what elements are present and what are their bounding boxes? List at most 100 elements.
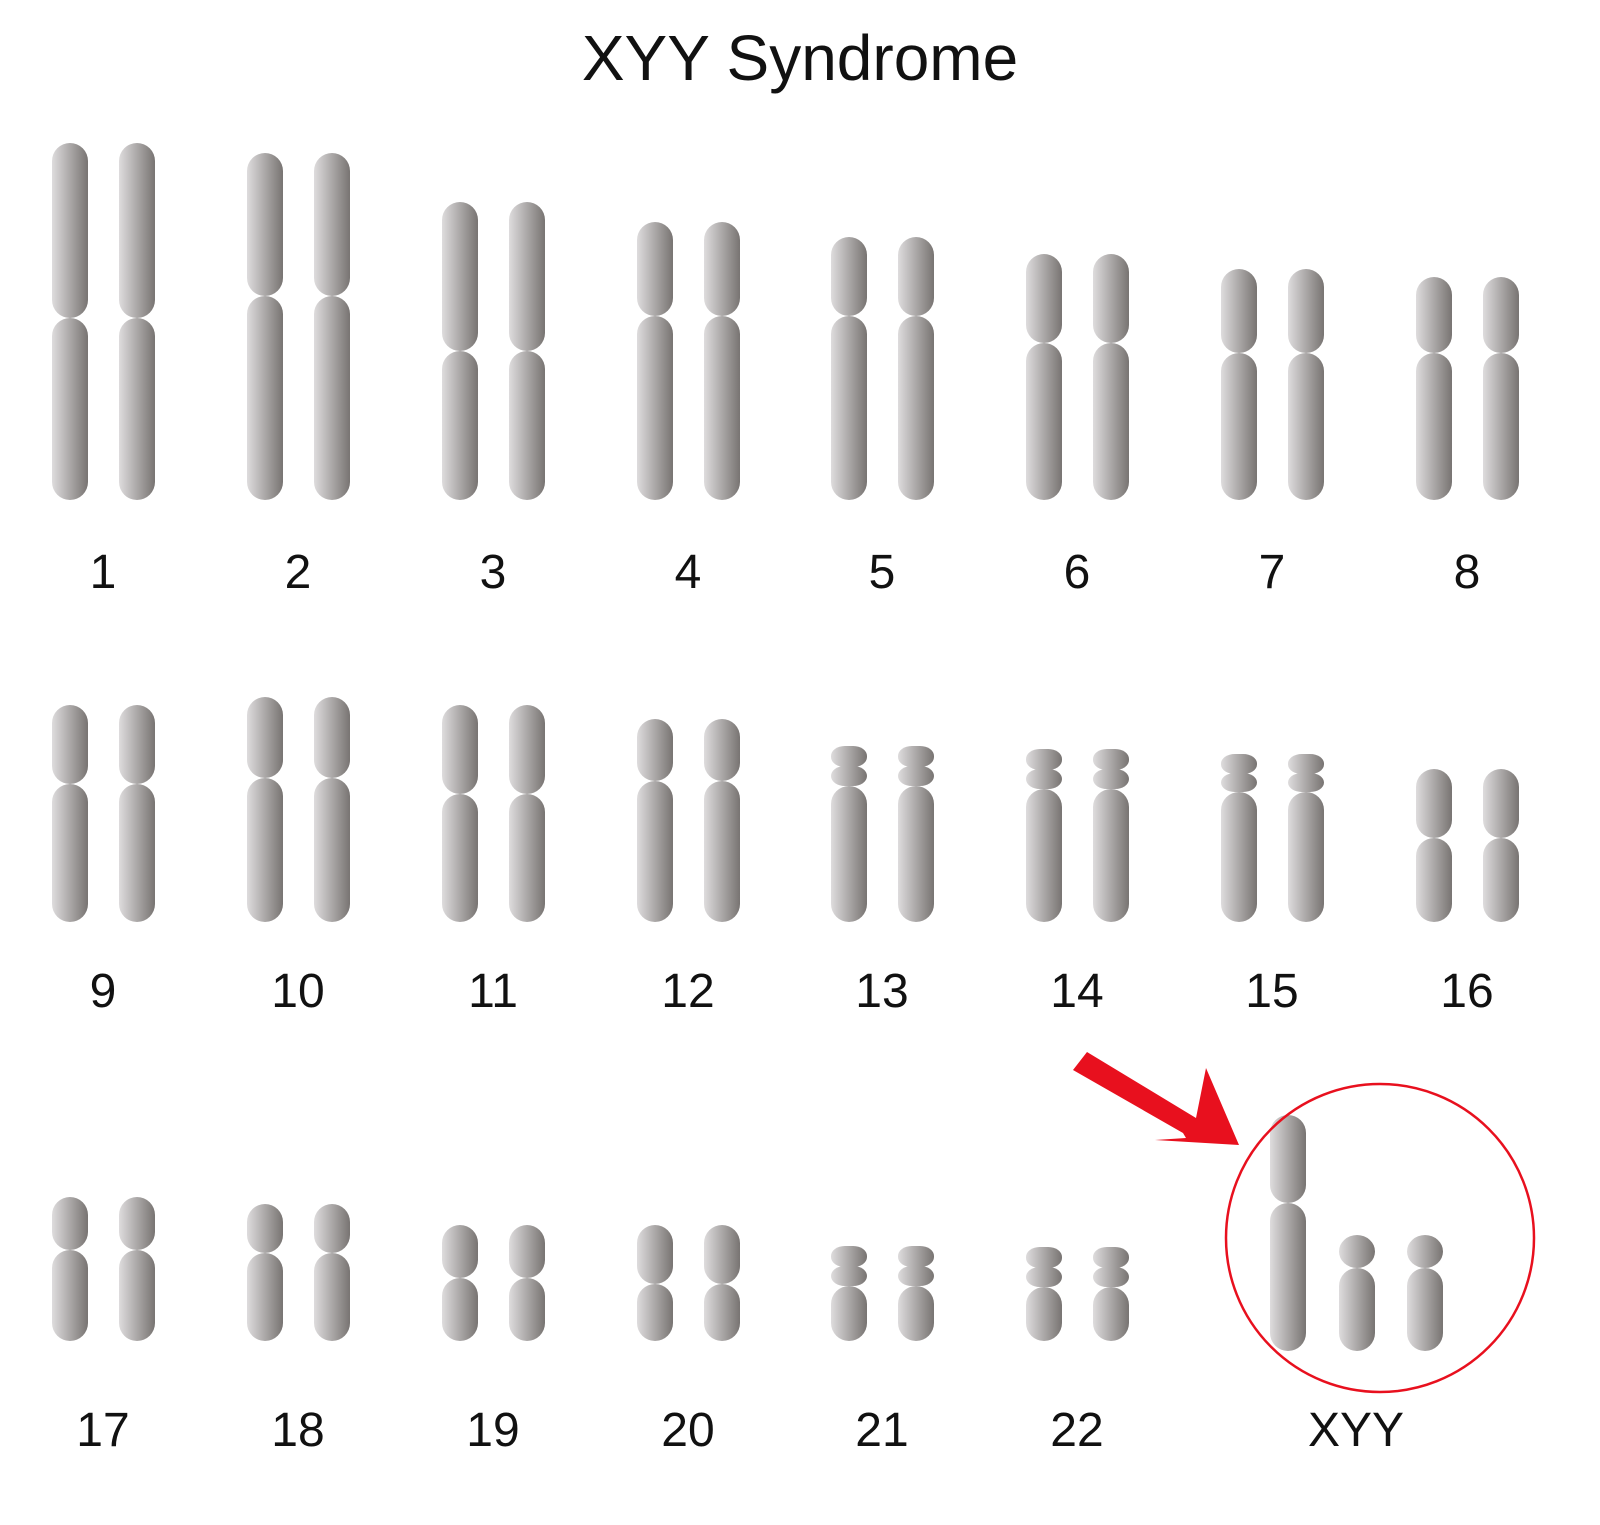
chromosome-pair-4	[637, 222, 740, 500]
chromosome-label: 18	[271, 1404, 324, 1457]
chromosome-pair-9	[52, 705, 155, 922]
chromosome-pair-17	[52, 1197, 155, 1341]
q-arm	[1026, 789, 1062, 922]
chromosome-label: 14	[1050, 965, 1103, 1018]
p-arm	[442, 202, 478, 351]
p-arm	[314, 697, 350, 778]
chromosome	[1416, 277, 1452, 500]
p-arm	[1270, 1115, 1306, 1203]
chromosome-pair-10	[247, 697, 350, 922]
chromosome-label: 22	[1050, 1404, 1103, 1457]
satellite	[831, 746, 867, 767]
chromosome	[1221, 269, 1257, 500]
chromosome-label: 3	[480, 546, 507, 599]
y-chromosome	[1339, 1235, 1375, 1351]
q-arm	[1339, 1268, 1375, 1351]
p-arm	[637, 719, 673, 781]
p-arm	[1339, 1235, 1375, 1268]
q-arm	[119, 1250, 155, 1341]
chromosome-pair-14	[1026, 749, 1129, 922]
p-arm	[509, 202, 545, 351]
q-arm	[52, 318, 88, 500]
p-arm	[1407, 1235, 1443, 1268]
chromosome	[442, 1225, 478, 1341]
chromosome	[52, 705, 88, 922]
satellite	[898, 1246, 934, 1267]
q-arm	[1416, 838, 1452, 922]
chromosome	[1416, 769, 1452, 922]
p-arm	[1483, 769, 1519, 838]
chromosome-label: 7	[1259, 546, 1286, 599]
p-arm	[1483, 277, 1519, 353]
p-arm	[52, 705, 88, 784]
p-arm	[1093, 254, 1129, 343]
satellite	[1026, 769, 1062, 789]
highlight-circle	[1224, 1082, 1536, 1394]
chromosome-label: 8	[1454, 546, 1481, 599]
chromosome	[52, 1197, 88, 1341]
chromosome	[1288, 754, 1324, 922]
q-arm	[637, 781, 673, 922]
satellite	[1026, 1267, 1062, 1287]
chromosome	[1483, 769, 1519, 922]
p-arm	[247, 697, 283, 778]
red-arrow-icon	[1073, 1052, 1239, 1145]
chromosome-label: 10	[271, 965, 324, 1018]
p-arm	[509, 705, 545, 794]
chromosome	[314, 1204, 350, 1341]
chromosome	[1093, 254, 1129, 500]
chromosome	[509, 202, 545, 500]
y-chromosome	[1407, 1235, 1443, 1351]
chromosome-label: 6	[1064, 546, 1091, 599]
chromosome	[509, 1225, 545, 1341]
chromosome	[1026, 1247, 1062, 1341]
q-arm	[1288, 353, 1324, 500]
q-arm	[1221, 792, 1257, 922]
satellite	[831, 1266, 867, 1286]
satellite	[1221, 754, 1257, 774]
q-arm	[314, 296, 350, 500]
satellite	[1026, 749, 1062, 770]
chromosome	[52, 143, 88, 500]
chromosome-pair-1	[52, 143, 155, 500]
q-arm	[1221, 353, 1257, 500]
p-arm	[247, 1204, 283, 1253]
chromosome	[119, 1197, 155, 1341]
satellite	[831, 1246, 867, 1267]
x-chromosome	[1270, 1115, 1306, 1351]
chromosome	[119, 705, 155, 922]
p-arm	[637, 222, 673, 316]
p-arm	[52, 143, 88, 318]
chromosome	[831, 1246, 867, 1341]
chromosome-label: 13	[855, 965, 908, 1018]
q-arm	[831, 786, 867, 922]
chromosome-pair-15	[1221, 754, 1324, 922]
satellite	[1221, 773, 1257, 792]
q-arm	[898, 316, 934, 500]
p-arm	[637, 1225, 673, 1284]
p-arm	[898, 237, 934, 316]
q-arm	[509, 1278, 545, 1341]
highlight-group	[1073, 1052, 1536, 1394]
chromosome-pair-2	[247, 153, 350, 500]
satellite	[898, 766, 934, 786]
chromosome-pair-12	[637, 719, 740, 922]
chromosome-label: 17	[76, 1404, 129, 1457]
p-arm	[314, 153, 350, 296]
q-arm	[509, 794, 545, 922]
satellite	[1093, 1247, 1129, 1268]
q-arm	[1270, 1203, 1306, 1351]
sex-chromosome-label: XYY	[1308, 1404, 1404, 1457]
q-arm	[1093, 789, 1129, 922]
p-arm	[314, 1204, 350, 1253]
q-arm	[704, 316, 740, 500]
satellite	[1093, 769, 1129, 789]
q-arm	[831, 316, 867, 500]
chromosome-label: 15	[1245, 965, 1298, 1018]
q-arm	[1026, 343, 1062, 500]
chromosome-label: 16	[1440, 965, 1493, 1018]
satellite	[1093, 1267, 1129, 1287]
chromosome-label: 1	[90, 546, 117, 599]
q-arm	[898, 1286, 934, 1341]
